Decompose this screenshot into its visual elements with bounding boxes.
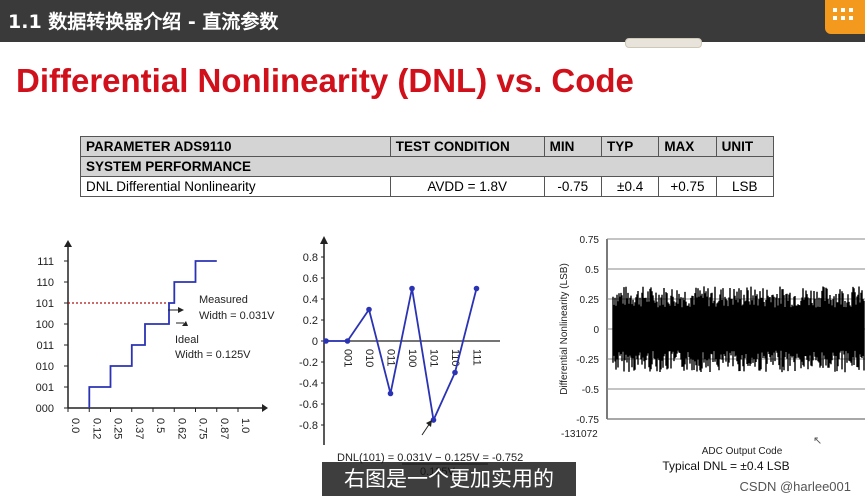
x-tick-label: 100 xyxy=(406,349,418,367)
transfer-function-chart: 000 001 010 011 100 101 110 111 0.0 0.125 0.25 0.37… xyxy=(36,240,275,440)
annotation-label: Width = 0.125V xyxy=(175,349,251,361)
y-tick-label: -0.6 xyxy=(299,399,318,411)
y-tick-label: 010 xyxy=(36,361,54,373)
data-point xyxy=(344,338,351,344)
annotation-label: Measured xyxy=(199,294,248,306)
x-tick-label: 0.5 xyxy=(154,418,166,433)
table-cell: ±0.4 xyxy=(600,176,660,197)
x-tick-label: 101 xyxy=(428,349,440,367)
x-tick-label: 111 xyxy=(471,349,483,366)
x-tick-label: -131072 xyxy=(561,429,598,440)
x-tick-label: 1.0 xyxy=(239,418,251,433)
data-point xyxy=(323,338,329,344)
y-axis-arrow xyxy=(320,236,328,244)
y-tick-label: 0.25 xyxy=(580,295,600,306)
y-tick-label: -0.8 xyxy=(299,420,318,432)
x-tick-label: 0.125 xyxy=(90,418,102,440)
table-cell: AVDD = 1.8V xyxy=(389,176,545,197)
y-tick-label: 0.8 xyxy=(303,252,318,264)
y-tick-label: 0 xyxy=(593,325,599,336)
progress-strip xyxy=(625,38,702,48)
series-line xyxy=(88,260,217,408)
y-tick-label: 011 xyxy=(36,340,54,352)
x-tick-label: 0.375 xyxy=(133,418,145,440)
data-point xyxy=(473,285,480,292)
x-tick-label: 0.0 xyxy=(69,418,81,433)
y-tick-label: -0.2 xyxy=(299,357,318,369)
y-tick-label: -0.75 xyxy=(576,415,599,426)
table-header-cell: PARAMETER ADS9110 xyxy=(80,136,391,157)
spec-table: PARAMETER ADS9110 TEST CONDITION MIN TYP… xyxy=(80,136,775,197)
y-tick-label: -0.25 xyxy=(576,355,599,366)
dnl-vs-code-chart: 0.75 0.5 0.25 0 -0.25 -0.5 -0.75 Differential N… xyxy=(559,235,865,473)
data-point xyxy=(430,417,437,423)
logo-icon xyxy=(825,0,865,34)
table-cell: LSB xyxy=(715,176,775,197)
y-tick-label: 0.5 xyxy=(585,265,599,276)
table-row: DNL Differential Nonlinearity AVDD = 1.8… xyxy=(80,176,775,197)
dnl-code-chart: 0.8 0.6 0.4 0.2 0 -0.2 -0.4 -0.6 -0.8 001 010 011 10… xyxy=(299,236,523,478)
series-line xyxy=(326,288,478,424)
table-header-cell: MIN xyxy=(543,136,602,157)
x-tick-label: 0.25 xyxy=(112,418,124,439)
header-title: 1.1 数据转换器介绍 - 直流参数 xyxy=(8,11,279,33)
formula-label: DNL(101) = 0.031V − 0.125V = -0.752 xyxy=(337,452,523,464)
y-tick-label: 0.75 xyxy=(580,235,600,246)
table-cell: -0.75 xyxy=(543,176,602,197)
y-tick-label: 0.4 xyxy=(303,294,318,306)
measure-arrowhead xyxy=(182,321,188,326)
x-tick-label: 0.875 xyxy=(218,418,230,440)
y-tick-label: -0.5 xyxy=(582,385,600,396)
x-tick-label: 011 xyxy=(385,349,397,367)
y-tick-label: 0 xyxy=(312,336,318,348)
chart-caption: Typical DNL = ±0.4 LSB xyxy=(662,459,789,473)
y-tick-label: 0.6 xyxy=(303,273,318,285)
x-tick-label: 0.75 xyxy=(197,418,209,439)
y-tick-label: -0.4 xyxy=(299,378,318,390)
table-header-cell: UNIT xyxy=(715,136,775,157)
slide-title: Differential Nonlinearity (DNL) vs. Code xyxy=(16,62,634,99)
measure-arrowhead xyxy=(178,307,184,313)
y-tick-label: 111 xyxy=(37,256,54,268)
cursor-icon: ↖ xyxy=(813,435,823,447)
x-axis-arrow xyxy=(262,404,268,412)
data-point xyxy=(366,306,372,313)
dnl-noise-band xyxy=(612,286,865,373)
y-tick-label: 000 xyxy=(36,403,54,415)
y-tick-label: 100 xyxy=(36,319,54,331)
watermark: CSDN @harlee001 xyxy=(739,479,851,494)
y-axis-arrow xyxy=(64,240,72,247)
table-header-row: PARAMETER ADS9110 TEST CONDITION MIN TYP… xyxy=(80,136,775,157)
x-axis-label: ADC Output Code xyxy=(702,446,783,457)
header-bar: 1.1 数据转换器介绍 - 直流参数 xyxy=(0,0,865,48)
data-point xyxy=(387,390,394,397)
x-tick-label: 010 xyxy=(363,349,375,367)
y-tick-label: 0.2 xyxy=(303,315,318,327)
video-subtitle: 右图是一个更加实用的 xyxy=(322,462,576,496)
table-section-cell: SYSTEM PERFORMANCE xyxy=(80,156,774,177)
x-tick-label: 0.625 xyxy=(175,418,187,440)
data-point xyxy=(452,369,458,376)
y-axis-label: Differential Nonlinearity (LSB) xyxy=(559,263,570,395)
y-tick-label: 101 xyxy=(36,298,54,310)
table-cell: DNL Differential Nonlinearity xyxy=(80,176,391,197)
table-cell: +0.75 xyxy=(658,176,717,197)
formula-arrowhead xyxy=(426,420,432,427)
x-tick-label: 001 xyxy=(342,349,354,367)
table-header-cell: MAX xyxy=(658,136,717,157)
y-tick-label: 110 xyxy=(36,277,54,289)
table-header-cell: TYP xyxy=(600,136,660,157)
data-point xyxy=(409,285,415,292)
table-header-cell: TEST CONDITION xyxy=(389,136,545,157)
annotation-label: Ideal xyxy=(175,334,199,346)
annotation-label: Width = 0.031V xyxy=(199,310,275,322)
table-section-row: SYSTEM PERFORMANCE xyxy=(80,156,774,177)
y-tick-label: 001 xyxy=(36,382,54,394)
